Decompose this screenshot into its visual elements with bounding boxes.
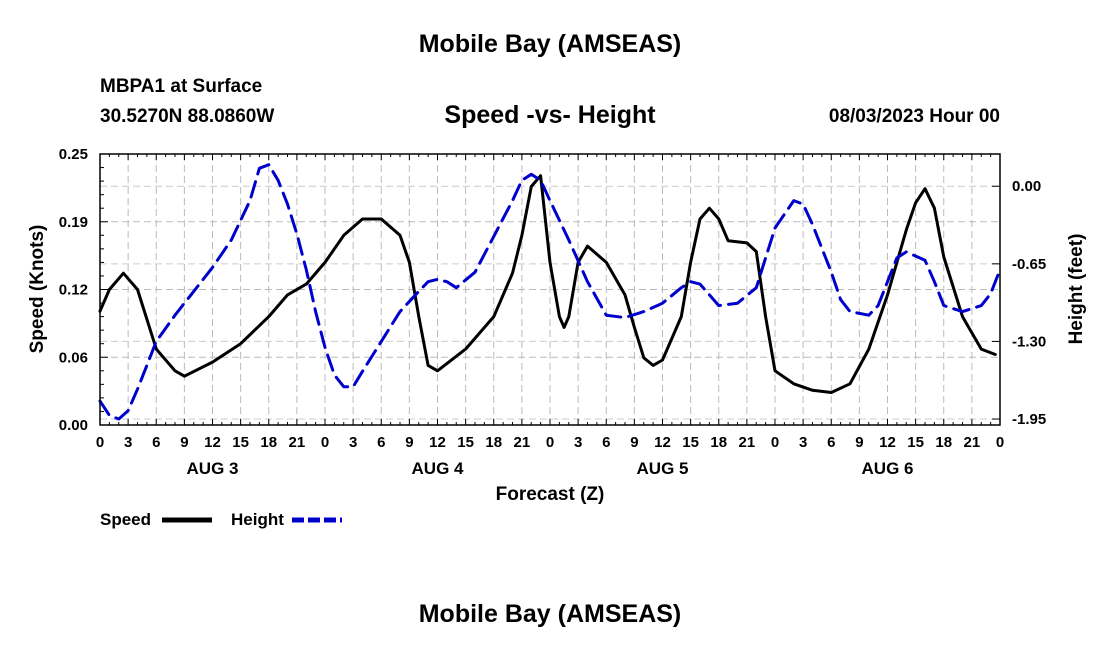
x-tick-label: 18 [710, 434, 727, 451]
footer-title: Mobile Bay (AMSEAS) [418, 600, 682, 628]
day-label: AUG 5 [637, 459, 689, 478]
series-height-line [98, 163, 1002, 421]
day-label: AUG 6 [862, 459, 914, 478]
x-tick-label: 3 [574, 434, 582, 451]
legend-height-label: Height [231, 510, 284, 529]
forecast-datetime: 08/03/2023 Hour 00 [828, 106, 1000, 127]
y-right-tick-label: -1.95 [1012, 411, 1046, 428]
x-tick-label: 9 [180, 434, 188, 451]
station-coords: 30.5270N 88.0860W [100, 106, 275, 127]
x-tick-label: 15 [457, 434, 474, 451]
x-tick-label: 0 [546, 434, 554, 451]
x-tick-label: 21 [739, 434, 756, 451]
x-tick-label: 21 [964, 434, 981, 451]
y-right-tick-label: -1.30 [1012, 333, 1046, 350]
legend: Speed Height [100, 510, 342, 529]
x-tick-label: 9 [630, 434, 638, 451]
axes-labels: 0 3 6 9 12 15 18 21 0 3 6 9 12 15 18 21 0 3 6 9 12 15 18 21 0 3 6 9… [59, 146, 1046, 478]
x-tick-label: 15 [907, 434, 924, 451]
grid [100, 154, 1000, 425]
axes-ticks [99, 153, 1001, 426]
series-layer [98, 163, 1002, 421]
x-tick-label: 15 [682, 434, 699, 451]
x-tick-label: 3 [124, 434, 132, 451]
day-label: AUG 4 [412, 459, 465, 478]
x-tick-label: 9 [405, 434, 413, 451]
x-tick-label: 6 [602, 434, 610, 451]
y-left-tick-label: 0.19 [59, 214, 88, 231]
x-tick-label: 3 [349, 434, 357, 451]
x-tick-label: 0 [96, 434, 104, 451]
x-tick-label: 0 [996, 434, 1004, 451]
x-tick-label: 18 [935, 434, 952, 451]
x-tick-label: 15 [232, 434, 249, 451]
x-tick-label: 12 [204, 434, 221, 451]
x-tick-label: 6 [152, 434, 160, 451]
y-left-tick-label: 0.06 [59, 349, 88, 366]
legend-speed-label: Speed [100, 510, 151, 529]
x-axis-title: Forecast (Z) [496, 484, 605, 505]
station-label: MBPA1 at Surface [100, 76, 263, 97]
x-tick-label: 12 [879, 434, 896, 451]
day-label: AUG 3 [187, 459, 239, 478]
x-tick-label: 21 [514, 434, 531, 451]
y-left-tick-label: 0.00 [59, 417, 88, 434]
x-tick-label: 0 [321, 434, 329, 451]
x-tick-label: 12 [654, 434, 671, 451]
x-tick-label: 6 [827, 434, 835, 451]
x-tick-label: 12 [429, 434, 446, 451]
y-right-tick-label: 0.00 [1012, 178, 1041, 195]
y-left-tick-label: 0.25 [59, 146, 88, 163]
y-left-tick-label: 0.12 [59, 282, 88, 299]
x-tick-label: 9 [855, 434, 863, 451]
x-tick-label: 6 [377, 434, 385, 451]
y-axis-title-right: Height (feet) [1066, 234, 1087, 345]
y-axis-title-left: Speed (Knots) [27, 225, 48, 354]
x-tick-label: 0 [771, 434, 779, 451]
x-tick-label: 3 [799, 434, 807, 451]
plot-title: Speed -vs- Height [444, 101, 656, 129]
series-speed-line [98, 174, 997, 394]
x-tick-label: 18 [260, 434, 277, 451]
y-right-tick-label: -0.65 [1012, 256, 1046, 273]
x-tick-label: 21 [289, 434, 306, 451]
main-title: Mobile Bay (AMSEAS) [418, 30, 682, 58]
x-tick-label: 18 [485, 434, 502, 451]
